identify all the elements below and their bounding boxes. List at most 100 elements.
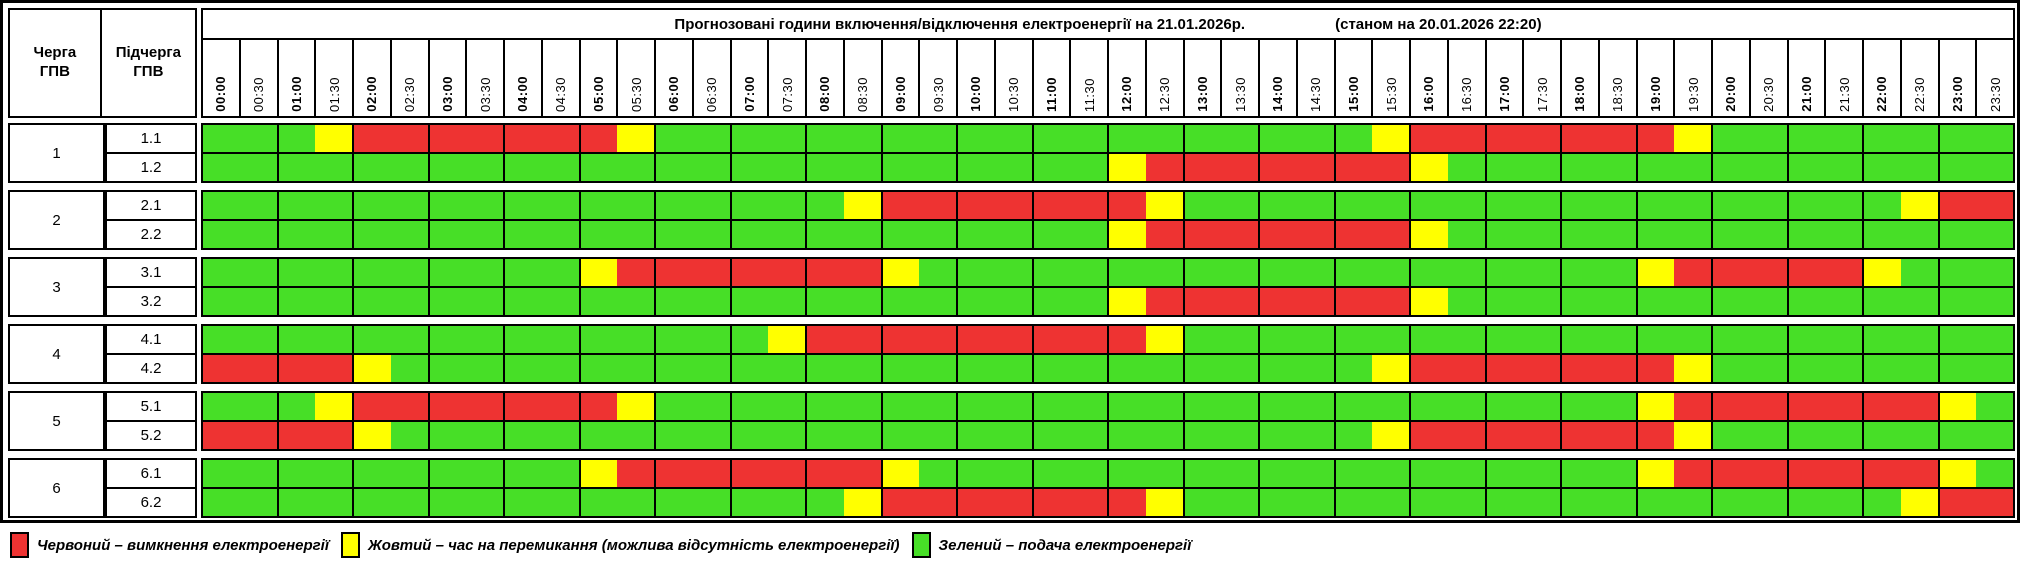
- slot-cell: [1484, 355, 1524, 382]
- slot-cell: [1070, 355, 1107, 382]
- slot-cell: [1674, 460, 1711, 487]
- slot-cell: [390, 221, 428, 248]
- slot-cell: [427, 221, 467, 248]
- time-label-0100: 01:00: [276, 40, 315, 116]
- slot-cell: [1333, 192, 1373, 219]
- slot-cell: [1484, 125, 1524, 152]
- slot-cell: [1107, 288, 1146, 315]
- time-label-text: 18:30: [1610, 76, 1626, 112]
- slot-cell: [276, 288, 316, 315]
- slot-cell: [1372, 125, 1409, 152]
- slot-cell: [1523, 154, 1560, 181]
- slot-cell: [390, 489, 428, 516]
- slot-cell: [1258, 154, 1297, 181]
- slot-cell: [1070, 125, 1107, 152]
- slot-cell: [956, 221, 995, 248]
- slot-cell: [390, 460, 428, 487]
- slot-cell: [1409, 326, 1448, 353]
- slot-cell: [1825, 221, 1862, 248]
- slot-cell: [427, 460, 467, 487]
- slot-cell: [203, 393, 240, 420]
- slot-cell: [1711, 489, 1750, 516]
- slot-cell: [956, 489, 995, 516]
- slot-cell: [1674, 154, 1711, 181]
- slot-cell: [466, 125, 503, 152]
- time-header-block: Прогнозовані години включення/відключенн…: [201, 8, 2015, 118]
- slot-cell: [1258, 393, 1297, 420]
- subqueue-column-header: Підчерга ГПВ: [99, 10, 195, 116]
- slot-cell: [1258, 259, 1297, 286]
- slot-cell: [994, 393, 1032, 420]
- schedule-row-4.2: [203, 353, 2013, 382]
- slot-cell: [1484, 326, 1524, 353]
- slot-cell: [466, 259, 503, 286]
- slot-cell: [729, 192, 769, 219]
- slot-cell: [692, 326, 730, 353]
- slot-cell: [352, 460, 391, 487]
- slot-cell: [1711, 355, 1750, 382]
- slot-cell: [541, 259, 579, 286]
- slot-cell: [1976, 154, 2013, 181]
- time-label-text: 14:30: [1308, 76, 1324, 112]
- subqueue-label-1.2: 1.2: [107, 152, 195, 181]
- slot-cell: [1258, 221, 1297, 248]
- time-label-1830: 18:30: [1597, 40, 1636, 116]
- slot-cell: [1786, 460, 1826, 487]
- slot-cell: [352, 422, 391, 449]
- slot-cell: [1447, 460, 1485, 487]
- slot-cell: [880, 460, 920, 487]
- slot-cell: [956, 192, 995, 219]
- slot-cell: [654, 259, 693, 286]
- slot-cell: [1560, 288, 1599, 315]
- time-label-text: 08:30: [855, 76, 871, 112]
- slot-cell: [1296, 221, 1334, 248]
- legend-swatch-y: [341, 532, 360, 558]
- slot-cell: [1825, 125, 1862, 152]
- slot-cell: [503, 326, 542, 353]
- slot-cell: [1523, 192, 1560, 219]
- slot-cell: [880, 259, 920, 286]
- slot-cell: [880, 192, 920, 219]
- slot-cell: [1484, 489, 1524, 516]
- slot-cell: [956, 355, 995, 382]
- slot-cell: [1976, 460, 2013, 487]
- slot-cell: [1598, 326, 1636, 353]
- slot-cell: [1825, 460, 1862, 487]
- time-label-1300: 13:00: [1182, 40, 1221, 116]
- slot-cell: [427, 355, 467, 382]
- slot-cell: [1372, 422, 1409, 449]
- slot-cell: [276, 393, 316, 420]
- slot-cell: [1221, 393, 1258, 420]
- outage-schedule-table: Черга ГПВ Підчерга ГПВ Прогнозовані годи…: [0, 0, 2020, 523]
- slot-cell: [1635, 355, 1675, 382]
- slot-cell: [239, 259, 277, 286]
- slot-cell: [1221, 192, 1258, 219]
- slot-cell: [1447, 422, 1485, 449]
- slot-cell: [1484, 154, 1524, 181]
- slot-cell: [956, 259, 995, 286]
- slot-cell: [1221, 125, 1258, 152]
- schedule-row-3.1: [203, 259, 2013, 286]
- slot-cell: [843, 422, 881, 449]
- slot-cell: [390, 288, 428, 315]
- slot-cell: [1786, 221, 1826, 248]
- time-label-text: 02:00: [364, 76, 380, 112]
- slot-cell: [466, 221, 503, 248]
- slot-cell: [276, 460, 316, 487]
- slot-cell: [352, 393, 391, 420]
- slot-cell: [578, 125, 618, 152]
- slot-cell: [1372, 154, 1409, 181]
- table-title-row: Прогнозовані години включення/відключенн…: [203, 10, 2013, 40]
- time-label-text: 16:30: [1459, 76, 1475, 112]
- slot-cell: [1598, 393, 1636, 420]
- slot-cell: [1409, 288, 1448, 315]
- time-label-text: 05:00: [590, 76, 606, 112]
- slot-cell: [1145, 489, 1183, 516]
- time-label-1400: 14:00: [1258, 40, 1296, 116]
- slot-cell: [1674, 355, 1711, 382]
- slot-cell: [276, 192, 316, 219]
- slot-cell: [1070, 326, 1107, 353]
- slot-cell: [994, 460, 1032, 487]
- slot-cell: [427, 326, 467, 353]
- slot-cell: [1031, 460, 1071, 487]
